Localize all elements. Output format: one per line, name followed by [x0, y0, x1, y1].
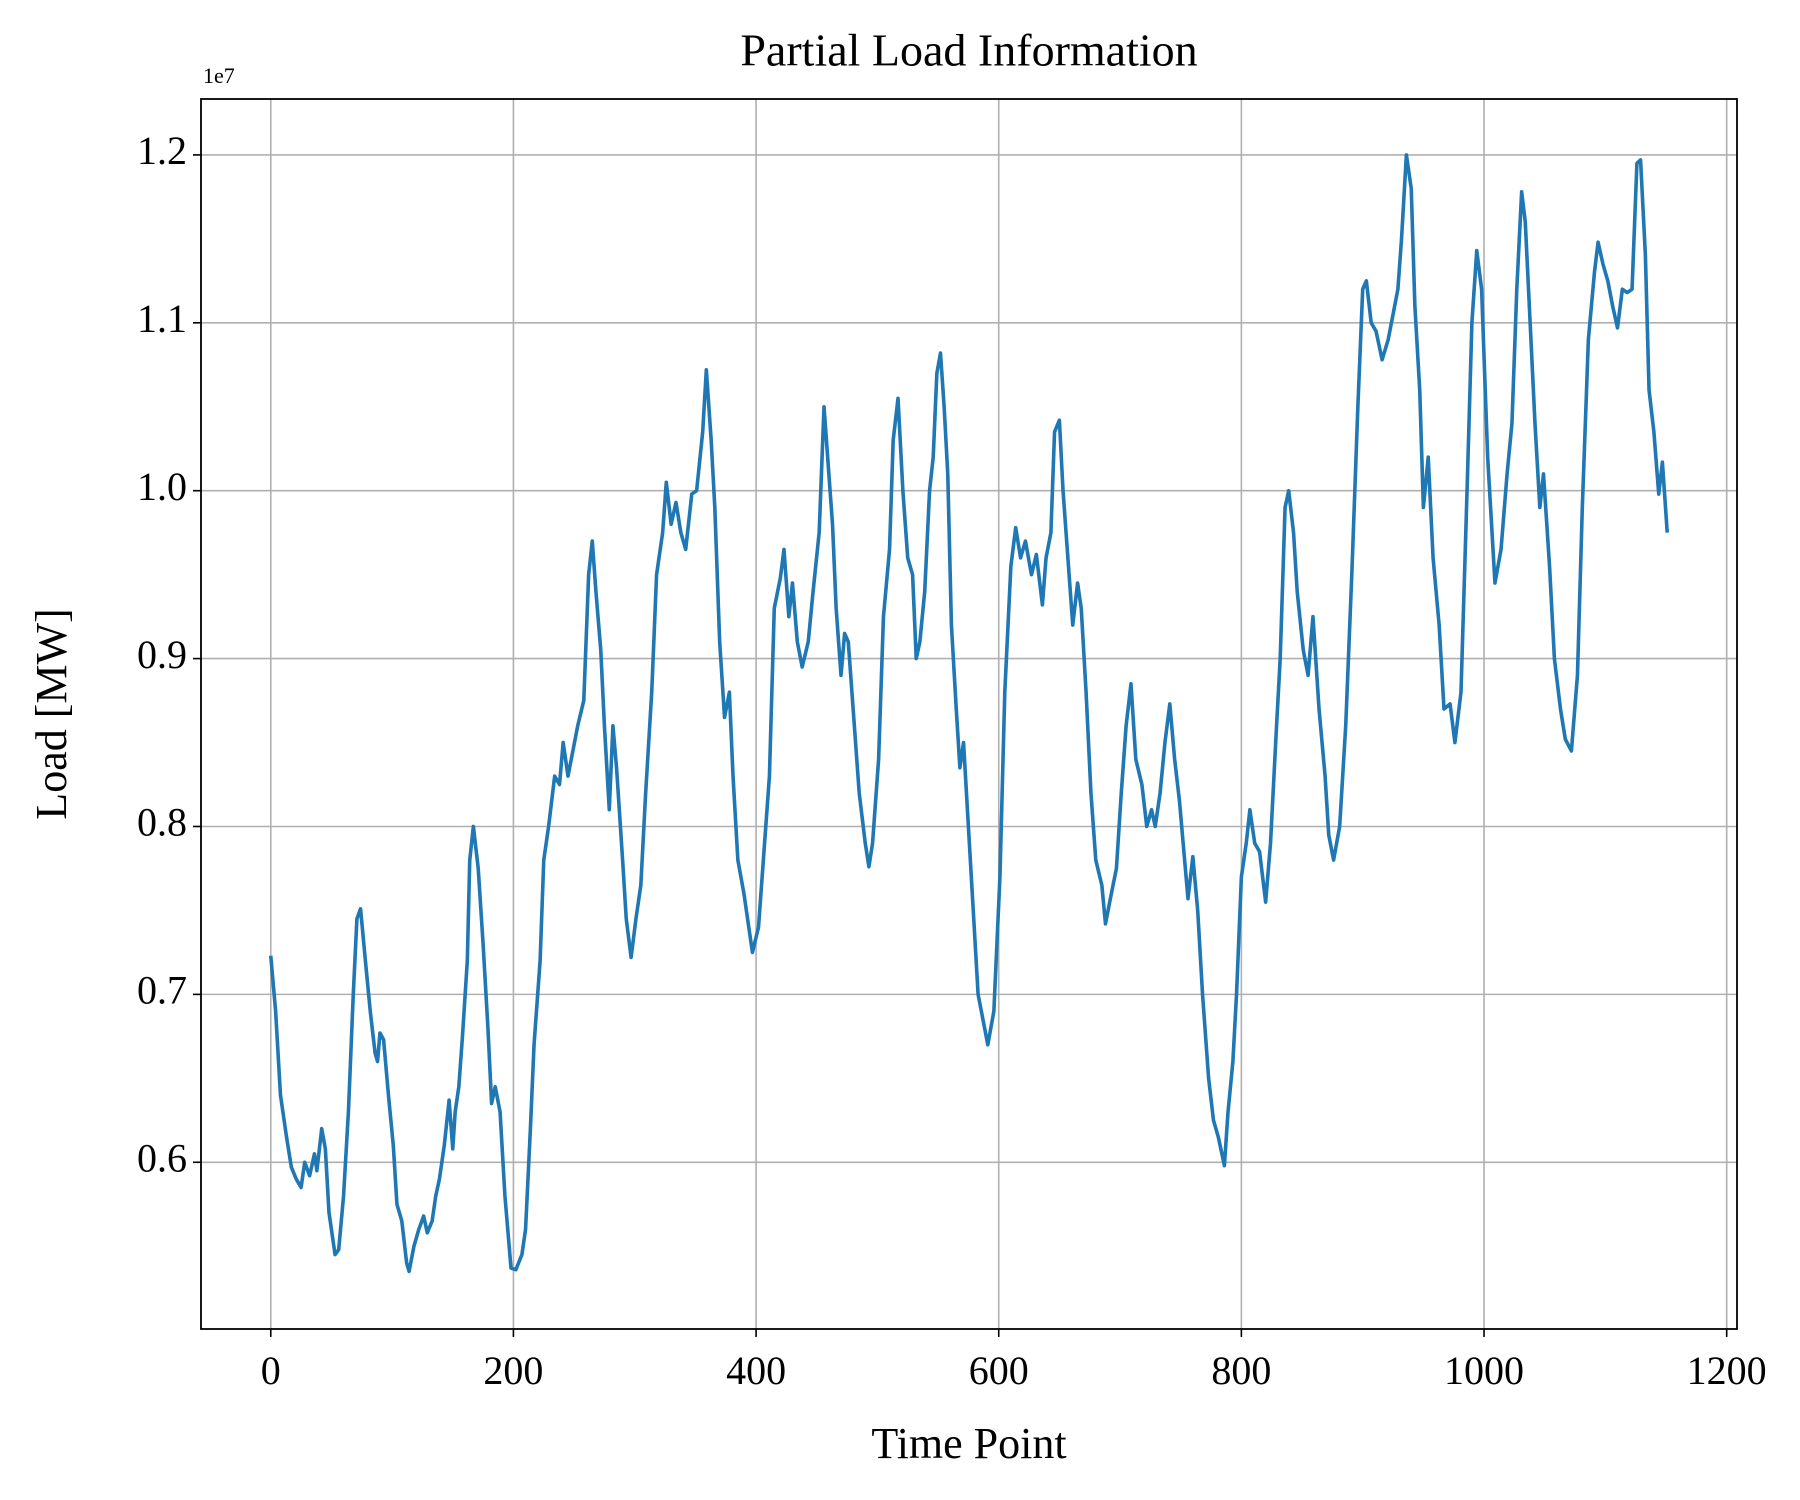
x-tick-label: 1000 [1444, 1348, 1524, 1393]
x-tick-label: 800 [1211, 1348, 1271, 1393]
x-tick-label: 1200 [1687, 1348, 1767, 1393]
x-tick-label: 400 [726, 1348, 786, 1393]
y-tick-label: 0.7 [137, 968, 187, 1013]
y-tick-label: 0.9 [137, 632, 187, 677]
x-axis-label: Time Point [871, 1419, 1066, 1468]
y-offset-label: 1e7 [203, 63, 235, 88]
x-tick-label: 0 [261, 1348, 281, 1393]
x-tick-label: 200 [483, 1348, 543, 1393]
x-tick-label: 600 [969, 1348, 1029, 1393]
chart-title: Partial Load Information [740, 25, 1197, 76]
y-tick-label: 1.0 [137, 464, 187, 509]
y-tick-label: 0.6 [137, 1135, 187, 1180]
y-tick-label: 1.1 [137, 296, 187, 341]
plot-frame [200, 98, 1738, 1330]
y-tick-label: 0.8 [137, 800, 187, 845]
y-axis-label: Load [MW] [27, 608, 76, 819]
data-line [268, 153, 1670, 1274]
y-tick-label: 1.2 [137, 128, 187, 173]
